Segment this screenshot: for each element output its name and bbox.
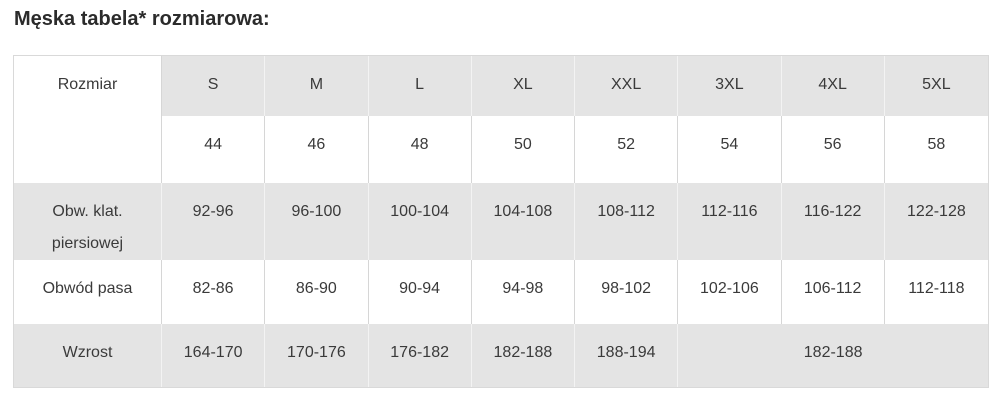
corner-cell-rozmiar: Rozmiar: [14, 56, 162, 183]
chest-value-m: 96-100: [265, 183, 369, 260]
chest-value-xl: 104-108: [471, 183, 575, 260]
size-header-5xl: 5XL: [884, 56, 988, 116]
numeric-size-46: 46: [265, 116, 369, 183]
height-value-xl: 182-188: [471, 324, 575, 387]
height-value-l: 176-182: [368, 324, 472, 387]
chest-value-s: 92-96: [162, 183, 266, 260]
chest-value-l: 100-104: [368, 183, 472, 260]
numeric-size-54: 54: [678, 116, 782, 183]
chest-value-3xl: 112-116: [678, 183, 782, 260]
size-header-xl: XL: [471, 56, 575, 116]
numeric-size-44: 44: [162, 116, 266, 183]
size-header-l: L: [368, 56, 472, 116]
height-value-3xl-5xl-merged: 182-188: [678, 324, 988, 387]
size-number-row: 44 46 48 50 52 54 56 58: [14, 116, 988, 183]
height-value-xxl: 188-194: [575, 324, 679, 387]
numeric-size-56: 56: [781, 116, 885, 183]
waist-circumference-row: Obwód pasa 82-86 86-90 90-94 94-98 98-10…: [14, 260, 988, 324]
size-header-s: S: [162, 56, 266, 116]
numeric-size-48: 48: [368, 116, 472, 183]
waist-value-xxl: 98-102: [575, 260, 679, 324]
size-header-3xl: 3XL: [678, 56, 782, 116]
chest-value-5xl: 122-128: [884, 183, 988, 260]
waist-value-l: 90-94: [368, 260, 472, 324]
waist-value-3xl: 102-106: [678, 260, 782, 324]
page-title: Męska tabela* rozmiarowa:: [14, 8, 270, 30]
chest-value-xxl: 108-112: [575, 183, 679, 260]
waist-value-m: 86-90: [265, 260, 369, 324]
row-label-height: Wzrost: [14, 324, 162, 387]
chest-value-4xl: 116-122: [781, 183, 885, 260]
chest-circumference-row: Obw. klat. piersiowej 92-96 96-100 100-1…: [14, 183, 988, 260]
waist-value-4xl: 106-112: [781, 260, 885, 324]
height-value-m: 170-176: [265, 324, 369, 387]
size-table: Rozmiar S M L XL XXL 3XL 4XL 5XL 44 46 4…: [13, 55, 989, 388]
size-header-xxl: XXL: [575, 56, 679, 116]
numeric-size-58: 58: [884, 116, 988, 183]
size-letter-row: Rozmiar S M L XL XXL 3XL 4XL 5XL: [14, 56, 988, 183]
size-header-m: M: [265, 56, 369, 116]
height-value-s: 164-170: [162, 324, 266, 387]
row-label-waist: Obwód pasa: [14, 260, 162, 324]
numeric-size-50: 50: [471, 116, 575, 183]
row-label-chest: Obw. klat. piersiowej: [14, 183, 162, 260]
size-header-4xl: 4XL: [781, 56, 885, 116]
waist-value-xl: 94-98: [471, 260, 575, 324]
waist-value-5xl: 112-118: [884, 260, 988, 324]
numeric-size-52: 52: [575, 116, 679, 183]
height-row: Wzrost 164-170 170-176 176-182 182-188 1…: [14, 324, 988, 387]
waist-value-s: 82-86: [162, 260, 266, 324]
